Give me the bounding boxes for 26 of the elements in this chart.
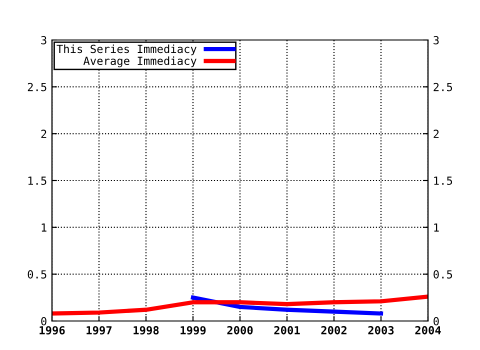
y2-tick-label: 2.5 [434,82,452,92]
y-tick-label: 0.5 [28,270,46,279]
x-tick-label: 1996 [40,326,65,335]
x-tick-label: 1998 [134,326,159,335]
x-tick-label: 2002 [321,326,346,334]
x-tick-label: 2003 [368,326,394,334]
y2-tick-label: 0 [434,317,439,326]
y2-tick-label: 1.5 [434,176,452,185]
y-tick-label: 3 [41,36,46,44]
legend-label: This Series Immediacy [56,44,196,56]
x-tick-label: 2000 [227,326,253,334]
y-tick-label: 1 [42,223,46,232]
y2-tick-label: 3 [434,36,439,44]
x-tick-label: 2004 [415,326,441,334]
legend-label: Average Immediacy [83,56,196,68]
y2-tick-label: 0.5 [434,270,452,279]
x-tick-label: 2001 [274,326,300,334]
y2-tick-label: 1 [434,223,439,232]
y-tick-label: 0 [41,317,46,326]
x-tick-label: 1997 [86,326,112,335]
y-tick-label: 1.5 [28,176,46,185]
y2-tick-label: 2 [434,130,439,138]
x-tick-label: 1999 [180,326,206,335]
line-series [52,294,428,316]
y-tick-label: 2 [41,130,46,138]
y-tick-label: 2.5 [28,82,46,92]
